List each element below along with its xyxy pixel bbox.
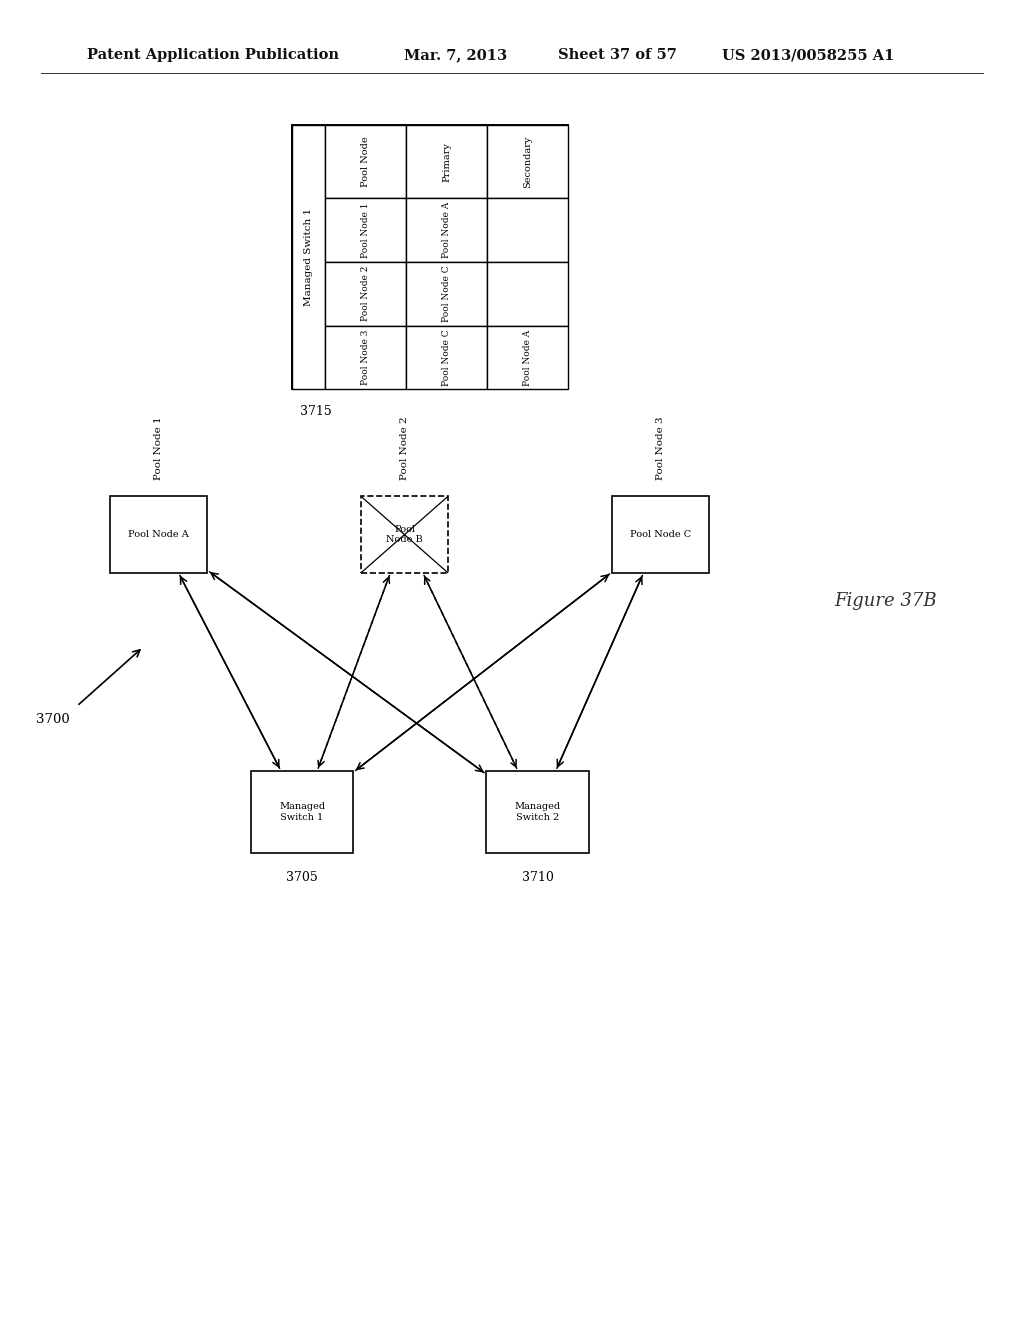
Text: Pool
Node B: Pool Node B (386, 525, 423, 544)
Text: Primary: Primary (442, 141, 451, 182)
Text: US 2013/0058255 A1: US 2013/0058255 A1 (722, 49, 894, 62)
Bar (406, 198, 487, 261)
Text: Pool Node C: Pool Node C (442, 329, 451, 385)
Bar (487, 198, 568, 261)
Text: Pool Node 1: Pool Node 1 (155, 417, 163, 480)
Text: Managed
Switch 1: Managed Switch 1 (279, 803, 326, 821)
Text: Pool Node A: Pool Node A (128, 531, 189, 539)
Bar (406, 125, 487, 198)
Bar (486, 771, 589, 853)
Bar (325, 125, 406, 198)
Bar (406, 326, 487, 389)
Bar (406, 261, 487, 326)
Text: 3700: 3700 (37, 713, 70, 726)
Text: Pool Node C: Pool Node C (630, 531, 691, 539)
Bar (111, 496, 207, 573)
Bar (487, 326, 568, 389)
Text: Patent Application Publication: Patent Application Publication (87, 49, 339, 62)
Text: Pool Node 3: Pool Node 3 (360, 330, 370, 385)
Text: 3710: 3710 (521, 871, 554, 884)
Text: Pool Node 2: Pool Node 2 (400, 417, 409, 480)
Text: Figure 37B: Figure 37B (835, 591, 937, 610)
Text: 3715: 3715 (300, 405, 332, 418)
Text: Pool Node: Pool Node (360, 136, 370, 187)
Text: Pool Node 2: Pool Node 2 (360, 267, 370, 321)
Bar (612, 496, 709, 573)
Text: Pool Node A: Pool Node A (442, 202, 451, 257)
Bar (251, 771, 353, 853)
Bar (361, 496, 449, 573)
Text: Managed
Switch 2: Managed Switch 2 (514, 803, 561, 821)
Text: Pool Node A: Pool Node A (523, 330, 532, 385)
Text: Secondary: Secondary (523, 136, 532, 187)
Bar (325, 198, 406, 261)
Bar (292, 125, 325, 389)
Text: Pool Node 1: Pool Node 1 (360, 202, 370, 257)
Bar (487, 261, 568, 326)
Bar (325, 326, 406, 389)
Text: Sheet 37 of 57: Sheet 37 of 57 (558, 49, 677, 62)
Text: Pool Node C: Pool Node C (442, 265, 451, 322)
Text: Pool Node 3: Pool Node 3 (656, 417, 665, 480)
Text: 3705: 3705 (286, 871, 318, 884)
Text: Managed Switch 1: Managed Switch 1 (304, 209, 312, 306)
Bar (487, 125, 568, 198)
Text: Mar. 7, 2013: Mar. 7, 2013 (404, 49, 508, 62)
Bar (292, 125, 568, 389)
Bar (325, 261, 406, 326)
